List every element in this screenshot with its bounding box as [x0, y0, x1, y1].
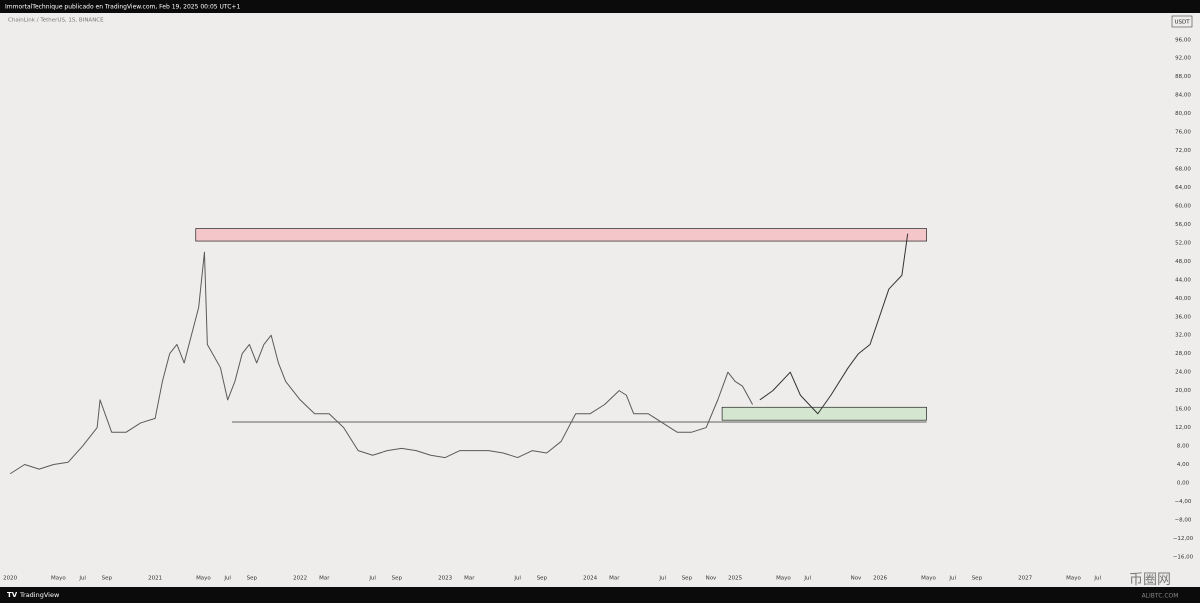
x-tick-label: Mar [464, 576, 475, 582]
y-tick-label: 84,00 [1175, 93, 1191, 99]
y-tick-label: −8,00 [1175, 517, 1192, 523]
watermark: 币圈网 [1129, 572, 1171, 588]
y-tick-label: 8,00 [1177, 444, 1190, 450]
y-tick-label: −16,00 [1173, 554, 1194, 560]
x-tick-label: 2026 [873, 576, 887, 582]
x-tick-label: Mayo [196, 576, 211, 582]
x-tick-label: Jul [948, 576, 956, 582]
y-tick-label: 96,00 [1175, 37, 1191, 43]
x-tick-label: Sep [682, 576, 693, 582]
zone [721, 406, 927, 421]
y-tick-label: 52,00 [1175, 240, 1191, 246]
zone [195, 228, 927, 242]
y-tick-label: 72,00 [1175, 148, 1191, 154]
y-tick-label: −12,00 [1173, 536, 1194, 542]
brand-logo: TV [7, 591, 18, 599]
y-tick-label: 48,00 [1175, 259, 1191, 265]
y-tick-label: 92,00 [1175, 56, 1191, 62]
y-tick-label: 0,00 [1177, 480, 1190, 486]
x-tick-label: Mar [319, 576, 330, 582]
x-tick-label: Nov [706, 576, 717, 582]
x-tick-label: Mayo [51, 576, 66, 582]
y-tick-label: 76,00 [1175, 130, 1191, 136]
y-tick-label: 12,00 [1175, 425, 1191, 431]
x-tick-label: Mayo [1066, 576, 1081, 582]
brand-label: TradingView [19, 591, 60, 599]
y-tick-label: 16,00 [1175, 407, 1191, 413]
x-tick-label: Jul [1093, 576, 1101, 582]
header-text: ImmortalTechnique publicado en TradingVi… [5, 4, 240, 11]
x-tick-label: Mar [609, 576, 620, 582]
x-tick-label: 2022 [293, 576, 307, 582]
x-tick-label: Sep [537, 576, 548, 582]
x-tick-label: Sep [102, 576, 113, 582]
y-tick-label: 40,00 [1175, 296, 1191, 302]
x-tick-label: Mayo [776, 576, 791, 582]
y-tick-label: 4,00 [1177, 462, 1190, 468]
y-tick-label: 80,00 [1175, 111, 1191, 117]
x-tick-label: Mayo [921, 576, 936, 582]
y-tick-label: 88,00 [1175, 74, 1191, 80]
x-tick-label: Jul [78, 576, 86, 582]
x-tick-label: Sep [247, 576, 258, 582]
x-tick-label: Jul [803, 576, 811, 582]
currency-label: USDT [1174, 20, 1190, 26]
header-bar [0, 0, 1200, 13]
x-tick-label: Sep [972, 576, 983, 582]
y-tick-label: 36,00 [1175, 314, 1191, 320]
y-tick-label: 56,00 [1175, 222, 1191, 228]
x-tick-label: 2021 [148, 576, 162, 582]
symbol-label: ChainLink / TetherUS, 1S, BINANCE [8, 18, 104, 24]
y-tick-label: 28,00 [1175, 351, 1191, 357]
x-tick-label: Nov [851, 576, 862, 582]
x-tick-label: Jul [658, 576, 666, 582]
y-tick-label: −4,00 [1175, 499, 1192, 505]
x-tick-label: 2023 [438, 576, 452, 582]
y-tick-label: 24,00 [1175, 370, 1191, 376]
price-line [9, 251, 754, 475]
x-tick-label: Jul [223, 576, 231, 582]
y-tick-label: 64,00 [1175, 185, 1191, 191]
footer-bar [0, 587, 1200, 603]
x-tick-label: 2027 [1018, 576, 1032, 582]
y-tick-label: 20,00 [1175, 388, 1191, 394]
plot: 96,00 92,00 88,00 84,00 80,00 76,00 72,00 68,00… [3, 37, 1194, 581]
price-line [759, 233, 909, 415]
watermark-sub: ALIBTC.COM [1142, 593, 1179, 600]
x-tick-label: 2025 [728, 576, 742, 582]
y-tick-label: 68,00 [1175, 167, 1191, 173]
x-tick-label: Jul [368, 576, 376, 582]
x-tick-label: Jul [513, 576, 521, 582]
x-tick-label: 2020 [3, 576, 17, 582]
x-tick-label: 2024 [583, 576, 597, 582]
y-tick-label: 44,00 [1175, 277, 1191, 283]
y-tick-label: 32,00 [1175, 333, 1191, 339]
currency-box [1171, 15, 1193, 28]
x-tick-label: Sep [392, 576, 403, 582]
y-tick-label: 60,00 [1175, 203, 1191, 209]
